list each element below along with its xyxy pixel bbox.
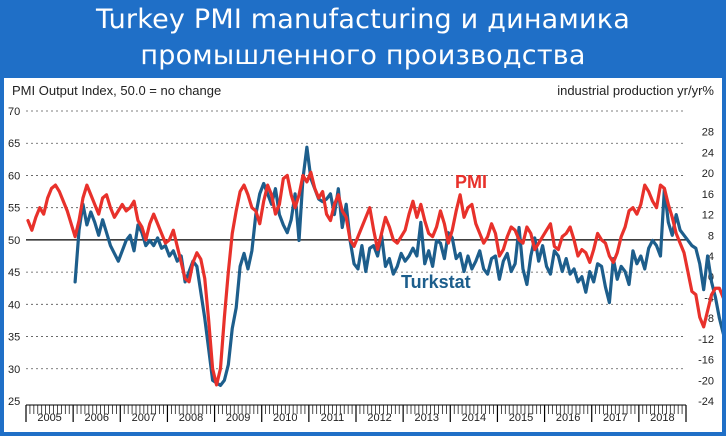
year-label: 2015 — [509, 412, 533, 424]
year-label: 2013 — [414, 412, 438, 424]
left-tick-label: 60 — [8, 170, 20, 182]
left-tick-label: 25 — [8, 396, 20, 408]
left-axis-title: PMI Output Index, 50.0 = no change — [12, 83, 221, 98]
right-tick-label: 24 — [702, 147, 714, 159]
year-label: 2005 — [37, 412, 61, 424]
right-tick-label: -8 — [704, 313, 714, 325]
series-layer — [26, 145, 722, 388]
left-tick-label: 50 — [8, 235, 20, 247]
left-tick-label: 30 — [8, 364, 20, 376]
left-tick-label: 65 — [8, 138, 20, 150]
year-label: 2017 — [603, 412, 627, 424]
chart-svg: PMI Output Index, 50.0 = no change indus… — [8, 83, 722, 424]
year-label: 2014 — [462, 412, 486, 424]
right-tick-label: -20 — [698, 375, 714, 387]
page-title-line2: промышленного производства — [140, 40, 586, 71]
year-label: 2018 — [650, 412, 674, 424]
right-tick-label: 4 — [708, 251, 714, 263]
year-label: 2006 — [84, 412, 108, 424]
year-label: 2007 — [132, 412, 156, 424]
year-label: 2011 — [321, 412, 345, 424]
right-axis-title: industrial production yr/yr% — [557, 83, 714, 98]
turkstat-series-line — [73, 145, 722, 388]
header-banner: Turkey PMI manufacturing и динамика пром… — [0, 0, 726, 78]
x-axis: 2005 2006 2007 2008 2009 2010 2011 2012 2013 2014… — [25, 404, 687, 424]
tick-layer: 25303540455055606570-24-20-16-12-8-40481… — [8, 106, 714, 408]
right-tick-label: 8 — [708, 230, 714, 242]
pmi-series-line — [26, 170, 722, 387]
right-tick-label: 16 — [702, 189, 714, 201]
year-label: 2009 — [226, 412, 250, 424]
right-tick-label: -16 — [698, 355, 714, 367]
year-label: 2016 — [556, 412, 580, 424]
year-label: 2008 — [179, 412, 203, 424]
pmi-series-label: PMI — [455, 172, 487, 192]
year-label: 2010 — [273, 412, 297, 424]
right-tick-label: -12 — [698, 334, 714, 346]
right-tick-label: 28 — [702, 127, 714, 139]
right-tick-label: 12 — [702, 210, 714, 222]
page-title-line1: Turkey PMI manufacturing и динамика — [96, 4, 630, 35]
left-tick-label: 70 — [8, 106, 20, 118]
turkstat-series-label: Turkstat — [401, 272, 471, 292]
right-tick-label: -24 — [698, 396, 714, 408]
left-tick-label: 45 — [8, 267, 20, 279]
year-label: 2012 — [367, 412, 391, 424]
chart-card: PMI Output Index, 50.0 = no change indus… — [4, 78, 722, 432]
left-tick-label: 40 — [8, 299, 20, 311]
left-tick-label: 35 — [8, 332, 20, 344]
left-tick-label: 55 — [8, 203, 20, 215]
right-tick-label: 20 — [702, 168, 714, 180]
